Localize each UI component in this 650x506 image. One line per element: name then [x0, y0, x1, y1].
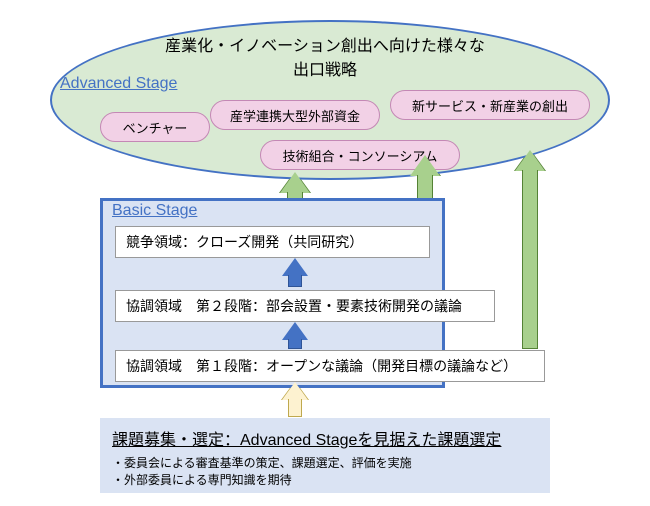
blue-arrow-1	[282, 322, 308, 350]
green-arrow-2	[515, 150, 545, 350]
basic-stage-label: Basic Stage	[112, 202, 197, 220]
advanced-pill-2: 新サービス・新産業の創出	[390, 90, 590, 120]
advanced-pill-0: ベンチャー	[100, 112, 210, 142]
basic-row-1: 協調領域 第２段階：部会設置・要素技術開発の議論	[115, 290, 495, 322]
footer-container: 課題募集・選定：Advanced Stageを見据えた課題選定 ・委員会による審…	[100, 418, 550, 493]
cream-arrow-0	[282, 382, 308, 418]
advanced-title-line1: 産業化・イノベーション創出へ向けた様々な	[0, 32, 650, 56]
advanced-pill-1: 産学連携大型外部資金	[210, 100, 380, 130]
blue-arrow-0	[282, 258, 308, 288]
basic-row-2: 協調領域 第１段階：オープンな議論（開発目標の議論など）	[115, 350, 545, 382]
advanced-stage-title: 産業化・イノベーション創出へ向けた様々な 出口戦略	[0, 32, 650, 80]
footer-bullet-2: ・外部委員による専門知識を期待	[112, 471, 538, 488]
advanced-stage-label: Advanced Stage	[60, 75, 177, 93]
basic-row-0: 競争領域：クローズ開発（共同研究）	[115, 226, 430, 258]
footer-bullet-1: ・委員会による審査基準の策定、課題選定、評価を実施	[112, 454, 538, 471]
footer-title: 課題募集・選定：Advanced Stageを見据えた課題選定	[112, 426, 538, 450]
